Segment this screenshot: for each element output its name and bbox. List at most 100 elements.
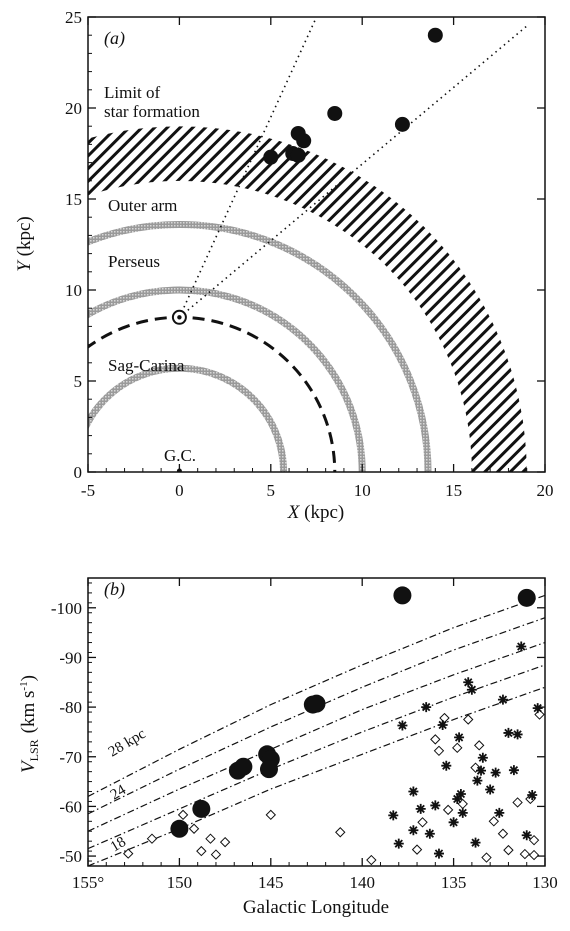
panel-a-x-tick-label: 10 [354, 481, 371, 500]
panel-a-point [427, 27, 443, 43]
diamond-points [123, 709, 545, 866]
panel-b-label: (b) [104, 579, 125, 600]
asterisk-point [457, 807, 468, 818]
diamond-point [335, 827, 346, 838]
panel-b-x-tick-label: 140 [349, 873, 375, 892]
panel-a-y-tick-label: 25 [65, 8, 82, 27]
sag-carina-label: Sag-Carina [108, 356, 185, 375]
asterisk-point [415, 803, 426, 814]
asterisk-point [454, 732, 465, 743]
diamond-point [188, 823, 200, 834]
large-point [393, 586, 412, 605]
diamond-point [512, 797, 523, 808]
panel-a-point [327, 105, 343, 121]
diamond-point [519, 848, 531, 860]
asterisk-point [397, 720, 408, 731]
large-point [259, 760, 278, 779]
diamond-point [497, 828, 509, 839]
limit-label-line1: Limit of [104, 83, 161, 102]
panel-b: 155° 150 145 140 135 130 -50 -60 -70 -80 -90 -100 (… [18, 577, 558, 918]
panel-b-y-tick-label: -80 [59, 698, 82, 717]
diamond-point [433, 745, 445, 757]
asterisk-point [424, 828, 435, 839]
curve-label-18: 18 [108, 834, 129, 855]
asterisk-point [408, 786, 419, 797]
panel-b-x-axis-label: Galactic Longitude [243, 897, 389, 918]
panel-a-plot-area [88, 17, 528, 472]
perseus-label: Perseus [108, 252, 160, 271]
curve-label-28: 28 kpc [106, 726, 149, 761]
diamond-point [196, 845, 207, 857]
diamond-point [417, 817, 428, 828]
sun-symbol-icon [171, 309, 187, 325]
asterisk-point [455, 789, 466, 799]
asterisk-point [477, 752, 488, 763]
asterisk-point [393, 838, 404, 849]
asterisk-point [430, 800, 441, 811]
panel-a-y-tick-label: 20 [65, 99, 82, 118]
asterisk-point [433, 848, 444, 859]
panel-b-y-tick-label: -90 [59, 648, 82, 667]
panel-b-x-tick-label: 130 [532, 873, 558, 892]
diamond-point [366, 854, 377, 866]
diamond-point [481, 852, 492, 863]
asterisk-point [472, 775, 483, 786]
diamond-point [503, 844, 514, 856]
large-point [307, 694, 326, 713]
panel-a-y-axis-label: Y (kpc) [14, 216, 35, 271]
diamond-point [470, 762, 481, 773]
distance-curve [88, 617, 545, 815]
panel-a-frame [87, 16, 546, 473]
galactocentric-distance-curves [88, 594, 545, 866]
diamond-point [205, 833, 216, 844]
panel-a-x-tick-label: 0 [175, 481, 184, 500]
large-point [517, 588, 536, 607]
outer-arm-label: Outer arm [108, 196, 177, 215]
diamond-point [528, 834, 540, 846]
diamond-point [146, 833, 158, 844]
asterisk-point [527, 789, 538, 800]
asterisk-point [466, 684, 477, 695]
diamond-point [411, 844, 423, 855]
panel-b-x-tick-label: 145 [258, 873, 284, 892]
asterisk-point [463, 677, 474, 688]
diamond-point [534, 709, 545, 720]
sightline-1 [178, 17, 318, 318]
asterisk-point [441, 760, 452, 771]
asterisk-point [503, 727, 514, 738]
distance-curve [88, 686, 545, 866]
asterisk-point [388, 810, 399, 821]
asterisk-point [476, 765, 487, 776]
diamond-point [442, 804, 454, 816]
distance-curve [88, 664, 545, 850]
large-point [192, 799, 211, 818]
panel-a-x-tick-label: 15 [445, 481, 462, 500]
panel-b-ticks: 155° 150 145 140 135 130 -50 -60 -70 -80 -90 -100 [51, 578, 558, 892]
large-points [170, 586, 536, 838]
panel-a-point [290, 147, 306, 163]
sightline-2 [178, 25, 528, 318]
large-point [234, 757, 253, 776]
asterisk-point [516, 641, 527, 652]
asterisk-point [408, 825, 419, 836]
panel-a-label: (a) [104, 28, 125, 49]
perseus-arm [88, 286, 366, 472]
sag-carina-arm [88, 364, 288, 472]
asterisk-point [494, 807, 505, 818]
diamond-point [265, 809, 277, 821]
diamond-point [177, 809, 189, 821]
star-formation-limit-band [88, 126, 527, 472]
panel-b-x-tick-label: 135 [441, 873, 467, 892]
panel-b-y-axis-label: VLSR(km s-1) [18, 675, 41, 773]
asterisk-point [421, 702, 432, 713]
asterisk-point [437, 719, 448, 730]
panel-b-y-tick-label: -50 [59, 847, 82, 866]
diamond-point [210, 849, 222, 860]
asterisk-point [452, 793, 463, 804]
asterisk-points [388, 641, 543, 859]
diamond-point [488, 816, 500, 827]
panel-a-points [263, 27, 443, 165]
asterisk-point [448, 817, 459, 828]
